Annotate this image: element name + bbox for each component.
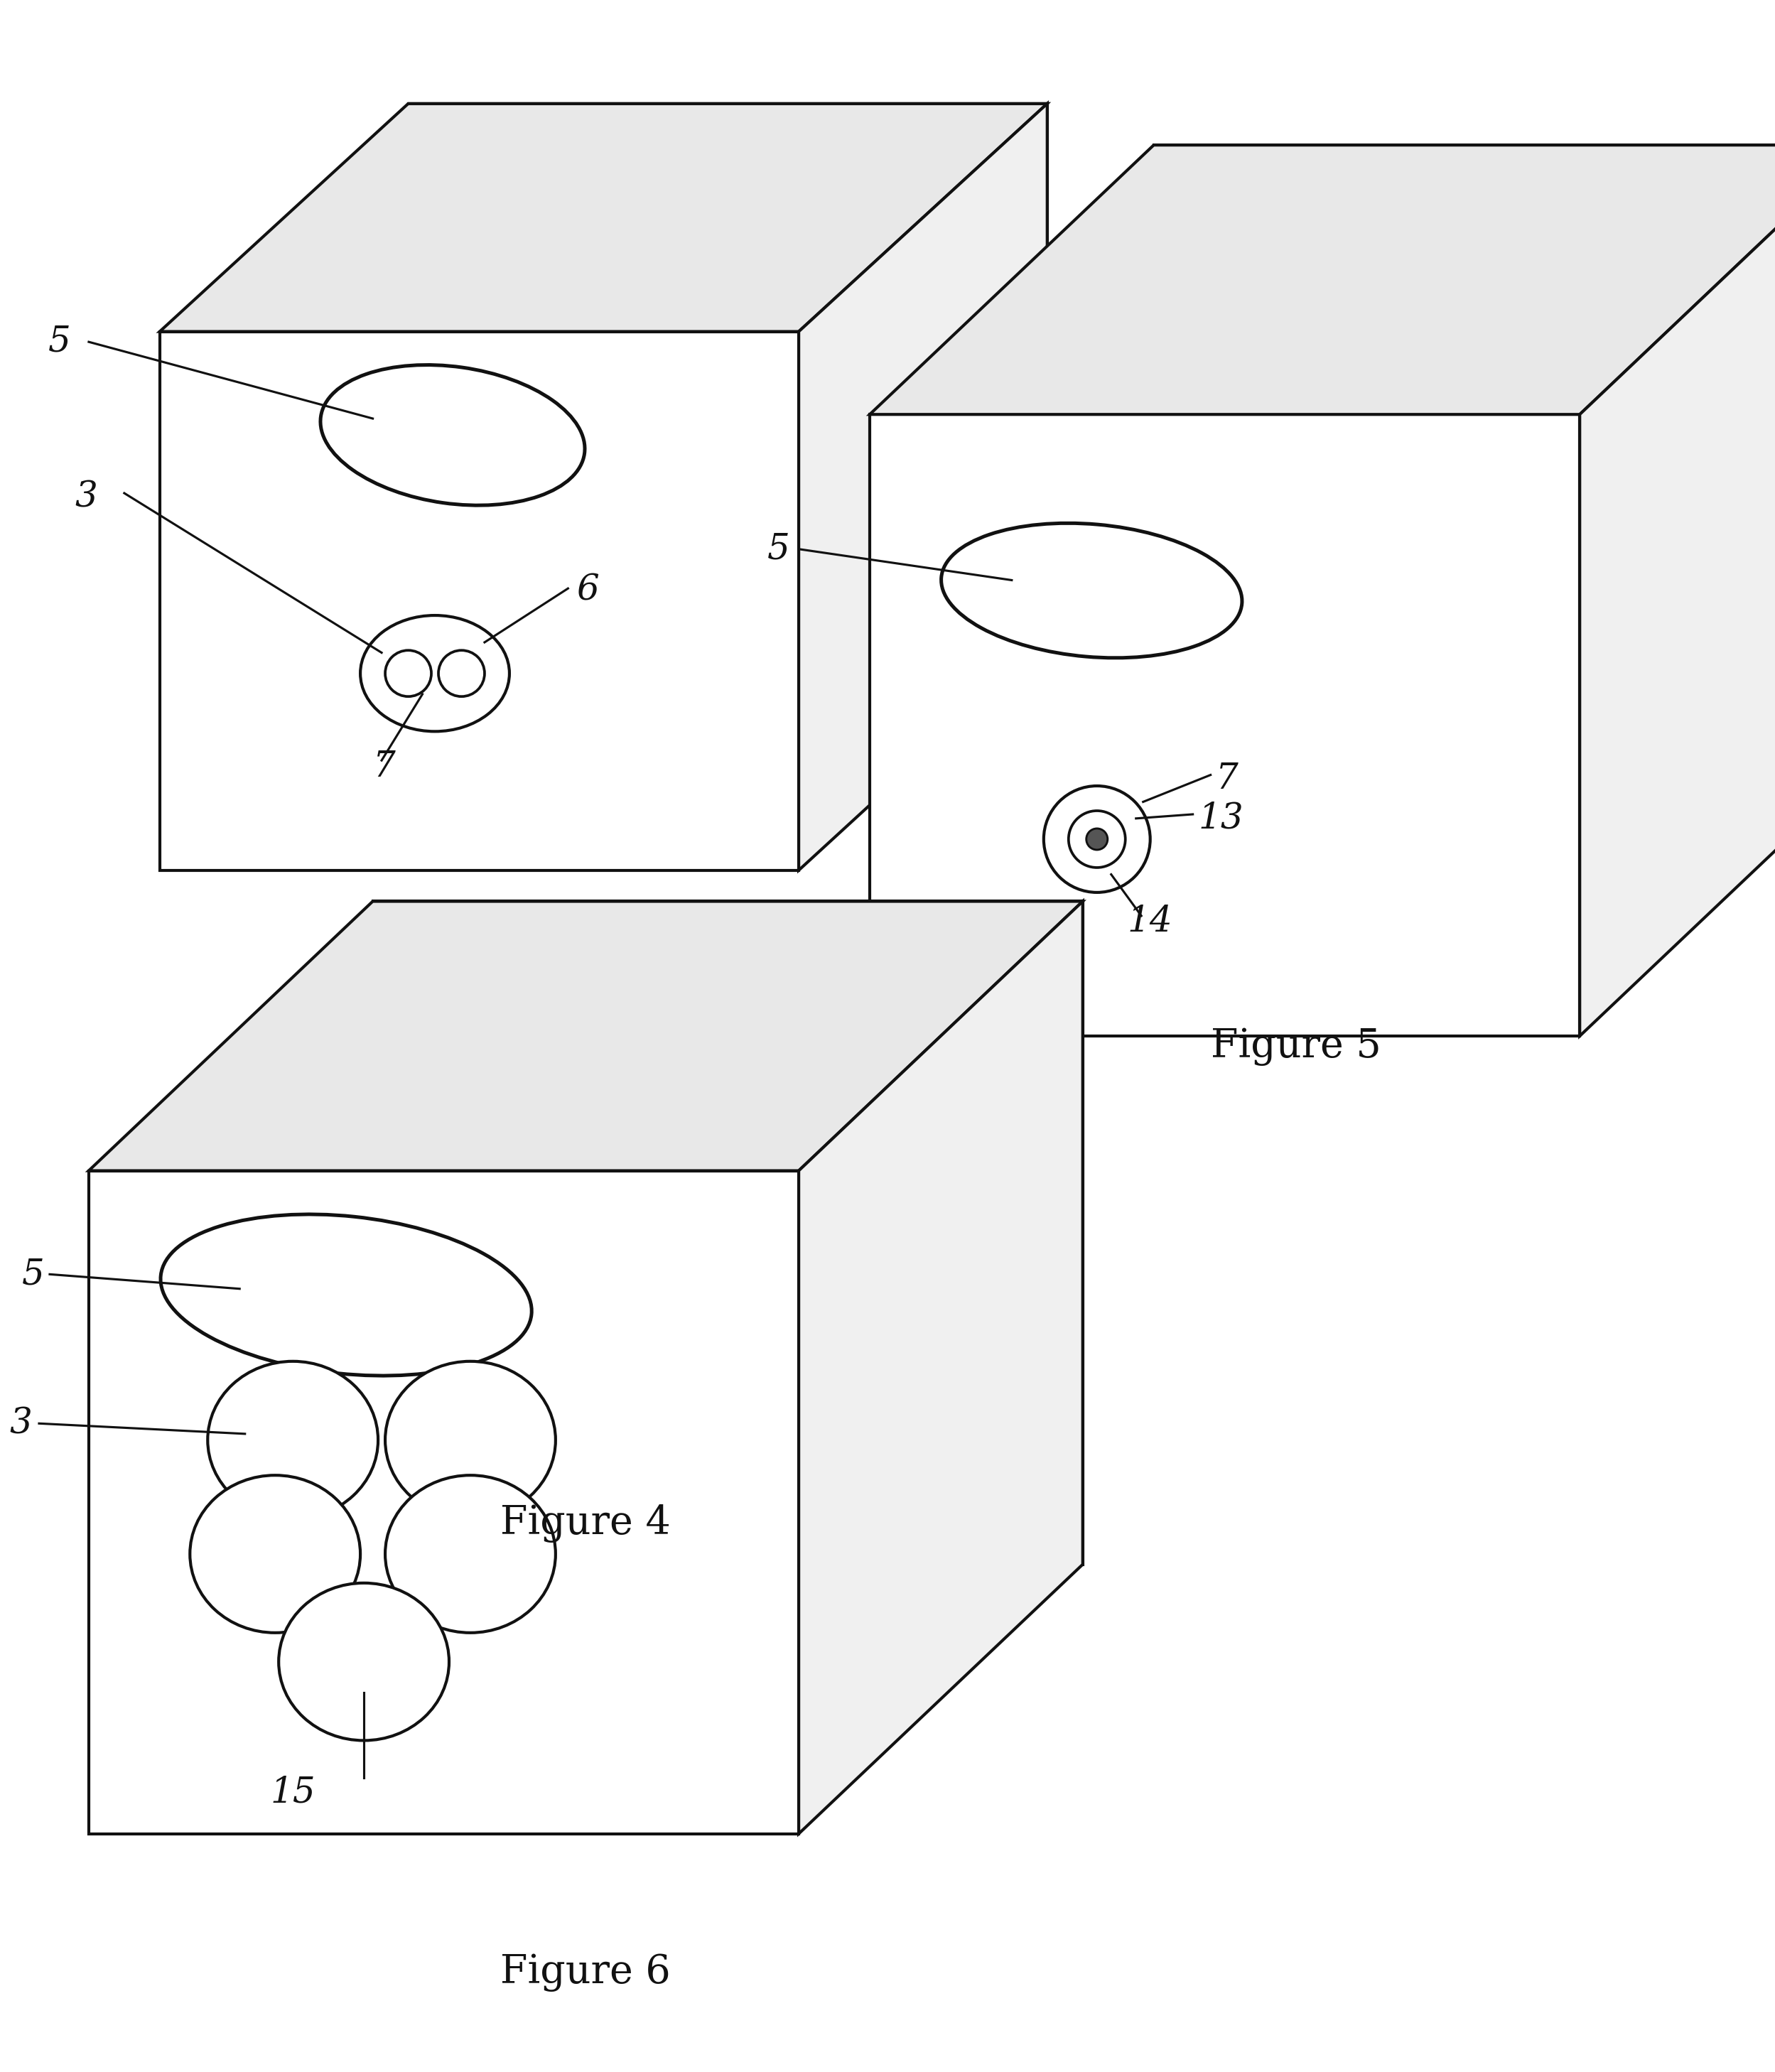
- Circle shape: [1069, 810, 1125, 868]
- Circle shape: [1044, 785, 1150, 893]
- Text: Figure 6: Figure 6: [501, 1954, 671, 1991]
- Ellipse shape: [160, 1214, 532, 1376]
- Ellipse shape: [208, 1361, 378, 1519]
- Ellipse shape: [941, 522, 1242, 659]
- Text: 5: 5: [21, 1258, 44, 1291]
- Text: 7: 7: [373, 750, 396, 783]
- Polygon shape: [799, 104, 1047, 870]
- Ellipse shape: [321, 365, 584, 506]
- Text: 14: 14: [1127, 905, 1173, 939]
- Polygon shape: [870, 414, 1580, 1036]
- Ellipse shape: [385, 1361, 556, 1519]
- Text: Figure 4: Figure 4: [501, 1504, 671, 1542]
- Text: Figure 5: Figure 5: [1211, 1028, 1381, 1065]
- Text: 5: 5: [48, 325, 71, 358]
- Text: 5: 5: [767, 533, 790, 566]
- Polygon shape: [89, 1171, 799, 1834]
- Circle shape: [385, 651, 431, 696]
- Text: 3: 3: [75, 481, 98, 514]
- Circle shape: [1086, 829, 1108, 850]
- Polygon shape: [870, 145, 1775, 414]
- Ellipse shape: [385, 1475, 556, 1633]
- Ellipse shape: [360, 615, 509, 731]
- Ellipse shape: [279, 1583, 449, 1740]
- Text: 6: 6: [577, 574, 600, 607]
- Circle shape: [438, 651, 485, 696]
- Polygon shape: [160, 104, 1047, 332]
- Text: 13: 13: [1198, 802, 1244, 835]
- Text: 3: 3: [9, 1407, 32, 1440]
- Ellipse shape: [190, 1475, 360, 1633]
- Polygon shape: [89, 901, 1083, 1171]
- Polygon shape: [1580, 145, 1775, 1036]
- Text: 7: 7: [1216, 762, 1239, 796]
- Polygon shape: [799, 901, 1083, 1834]
- Text: 15: 15: [270, 1776, 316, 1809]
- Polygon shape: [160, 332, 799, 870]
